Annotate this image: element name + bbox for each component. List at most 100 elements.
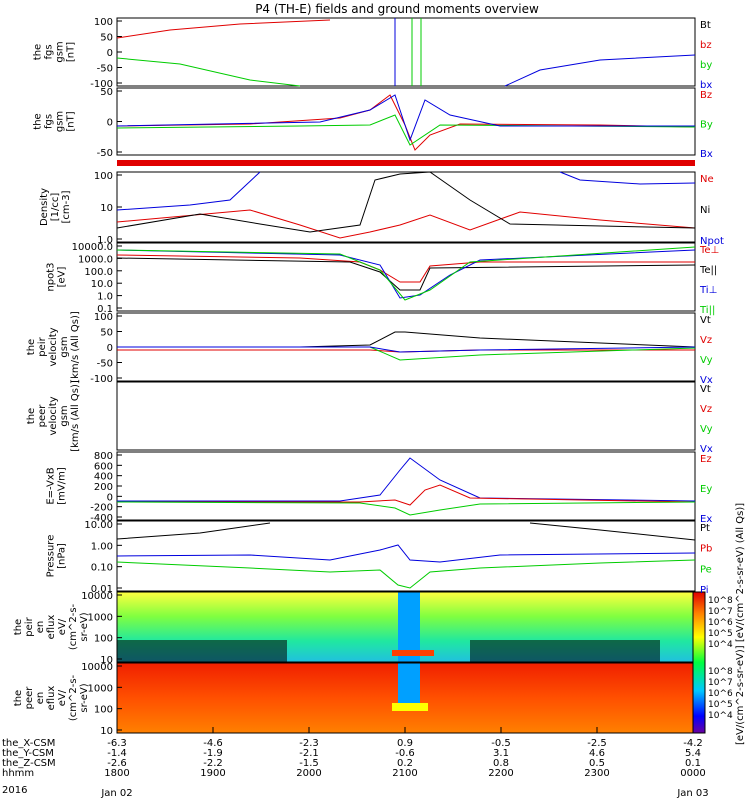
trace-Ez — [117, 484, 696, 506]
y-axis-label: peer — [37, 404, 48, 428]
x-axis-row-label: the_Z-CSM — [2, 758, 56, 769]
y-axis-label: [km/s (All Qs)] — [70, 380, 81, 452]
panel-frame-1 — [116, 17, 696, 87]
legend-entry: bx — [700, 80, 712, 91]
legend-entry: Ey — [700, 484, 712, 495]
y-axis-label: [1/cc] — [50, 193, 61, 222]
y-axis-label: gsm — [55, 111, 66, 132]
trace-Ni — [116, 171, 696, 233]
trace-Ey — [116, 501, 696, 516]
legend-entry: Ti|| — [699, 305, 715, 316]
colorbar-tick: 10^8 — [708, 667, 733, 677]
y-tick-label: 0.1 — [97, 304, 113, 315]
y-axis-label: eflux — [46, 615, 57, 640]
y-axis-label: eV/ — [57, 689, 68, 706]
x-tick-label: 3.1 — [493, 748, 509, 759]
y-tick-label: 0.10 — [91, 563, 113, 574]
y-tick-label: 1000 — [88, 612, 113, 623]
y-tick-label: -100 — [90, 374, 113, 385]
colorbar-tick: 10^8 — [708, 596, 733, 606]
x-tick-label: -1.5 — [299, 758, 319, 769]
x-tick-label: 2000 — [296, 768, 321, 779]
y-tick-label: 100 — [94, 312, 113, 323]
y-tick-label: 800 — [94, 451, 113, 462]
x-tick-label: -4.6 — [203, 738, 223, 749]
y-tick-label: 1.00 — [91, 541, 113, 552]
y-tick-label: 10 — [100, 726, 113, 737]
x-axis-row-label: the_X-CSM — [2, 738, 55, 749]
y-axis-label: [cm-3] — [61, 190, 72, 223]
trace-Vt — [117, 331, 696, 348]
y-tick-label: 100 — [94, 634, 113, 645]
legend-entry: Ex — [700, 514, 712, 525]
legend-entry: Pt — [700, 523, 710, 534]
heatmap-peir — [117, 592, 695, 662]
panel-frame-3 — [116, 171, 696, 243]
x-tick-label: 1900 — [200, 768, 225, 779]
x-tick-label: -2.5 — [587, 738, 607, 749]
legend-entry: Pi — [700, 585, 709, 596]
legend-entry: Npot — [700, 236, 724, 247]
y-axis-label: [km/s (All Qs)] — [70, 311, 81, 383]
trace-Npot — [559, 171, 696, 185]
y-tick-label: 100 — [94, 705, 113, 716]
trace-Te — [116, 254, 695, 283]
trace-Pt — [116, 522, 271, 540]
x-tick-label: -6.3 — [107, 738, 127, 749]
colorbar-tick: 10^5 — [708, 629, 733, 639]
x-tick-label: -1.4 — [107, 748, 127, 759]
legend-entry: Vt — [700, 315, 711, 326]
x-tick-label: -0.6 — [395, 748, 415, 759]
y-tick-label: 10000 — [81, 662, 113, 673]
y-axis-label: the — [33, 113, 44, 129]
y-axis-label: [nPa] — [57, 543, 68, 569]
y-axis-label: [nT] — [66, 111, 77, 131]
trace-Ne — [116, 209, 696, 239]
separator-bar — [117, 160, 695, 166]
y-tick-label: 50 — [100, 328, 113, 339]
x-tick-label: 0.9 — [397, 738, 413, 749]
x-tick-label: 0.1 — [685, 758, 701, 769]
y-axis-label: fgs — [44, 114, 55, 129]
date-start: Jan 02 — [100, 788, 132, 799]
x-tick-label: -0.5 — [491, 738, 511, 749]
y-axis-label: velocity — [48, 396, 59, 435]
trace-by — [116, 57, 301, 87]
trace-bx — [504, 54, 696, 87]
y-axis-label: peir — [37, 336, 48, 356]
x-axis-row-label: the_Y-CSM — [2, 748, 54, 759]
y-tick-label: 200 — [94, 482, 113, 493]
y-axis-label: sr-eV) — [79, 612, 90, 641]
y-tick-label: 10000.0 — [72, 242, 113, 253]
trace-Pi — [116, 544, 696, 563]
y-tick-label: 50 — [100, 87, 113, 98]
colorbar-tick: 10^6 — [708, 689, 733, 699]
trace-Ex — [117, 457, 696, 502]
colorbar-tick: 10^5 — [708, 700, 733, 710]
y-tick-label: 100 — [94, 171, 113, 182]
legend-entry: Vx — [700, 375, 713, 386]
colorbar-tick: 10^7 — [708, 678, 733, 688]
legend-entry: bz — [700, 40, 712, 51]
legend-entry: Vy — [700, 424, 713, 435]
y-axis-label: the — [33, 44, 44, 60]
trace-Bx — [116, 94, 695, 142]
trace-Te-par — [116, 257, 696, 291]
trace-Pt — [529, 522, 696, 541]
y-tick-label: 10.00 — [84, 520, 113, 531]
trace-Vx — [117, 346, 696, 353]
y-axis-label: the — [13, 619, 24, 635]
y-axis-label: eflux — [46, 686, 57, 711]
panel-frame-4 — [116, 242, 696, 312]
y-axis-label: [eV] — [57, 267, 68, 288]
y-tick-label: 10 — [100, 655, 113, 666]
y-axis-label: Density — [39, 188, 50, 226]
plot-title: P4 (TH-E) fields and ground moments over… — [255, 2, 539, 16]
legend-entry: Bx — [700, 149, 713, 160]
colorbar-tick: 10^6 — [708, 618, 733, 628]
y-axis-label: en — [35, 621, 46, 634]
y-axis-label: the — [26, 339, 37, 355]
y-axis-label: peir — [24, 616, 35, 636]
